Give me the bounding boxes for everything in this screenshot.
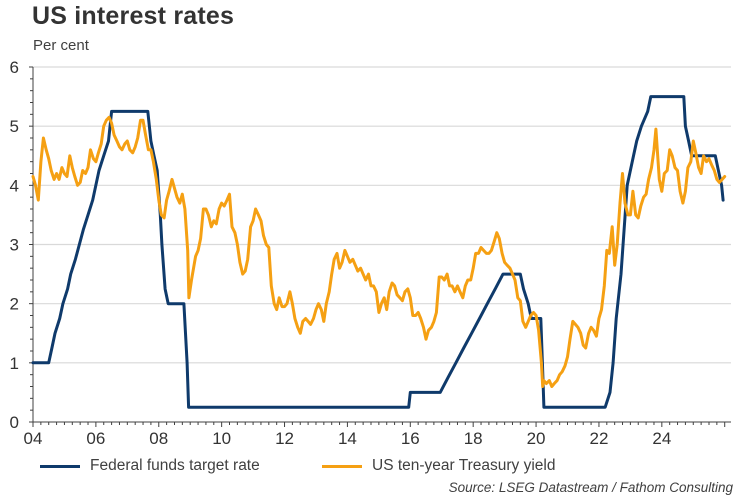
y-tick-label: 5 (10, 117, 19, 136)
x-tick-label: 24 (652, 429, 671, 448)
series-line-fed-funds (31, 95, 725, 409)
y-tick-label: 2 (10, 295, 19, 314)
legend-swatch-fed-funds (40, 464, 80, 468)
axes (29, 66, 731, 427)
series-line-treasury-yield (31, 115, 727, 388)
legend-swatch-treasury-yield (322, 464, 362, 468)
legend-label-fed-funds: Federal funds target rate (90, 457, 260, 474)
legend-label-treasury-yield: US ten-year Treasury yield (372, 457, 556, 474)
y-tick-label: 3 (10, 236, 19, 255)
legend-item-treasury-yield: US ten-year Treasury yield (322, 457, 556, 475)
y-tick-label: 1 (10, 354, 19, 373)
x-tick-label: 18 (464, 429, 483, 448)
series-lines (31, 95, 727, 409)
x-tick-label: 12 (275, 429, 294, 448)
y-tick-label: 4 (10, 176, 19, 195)
x-tick-label: 14 (338, 429, 357, 448)
x-tick-label: 10 (212, 429, 231, 448)
x-tick-label: 20 (527, 429, 546, 448)
y-axis-unit-label: Per cent (33, 37, 89, 54)
legend-item-fed-funds: Federal funds target rate (40, 457, 260, 475)
x-tick-label: 06 (86, 429, 105, 448)
y-tick-label: 0 (10, 413, 19, 432)
y-tick-label: 6 (10, 58, 19, 77)
source-note: Source: LSEG Datastream / Fathom Consult… (448, 480, 733, 495)
x-tick-label: 16 (401, 429, 420, 448)
x-tick-label: 22 (589, 429, 608, 448)
x-tick-label: 08 (149, 429, 168, 448)
chart-title: US interest rates (32, 2, 235, 30)
x-tick-label: 04 (24, 429, 43, 448)
